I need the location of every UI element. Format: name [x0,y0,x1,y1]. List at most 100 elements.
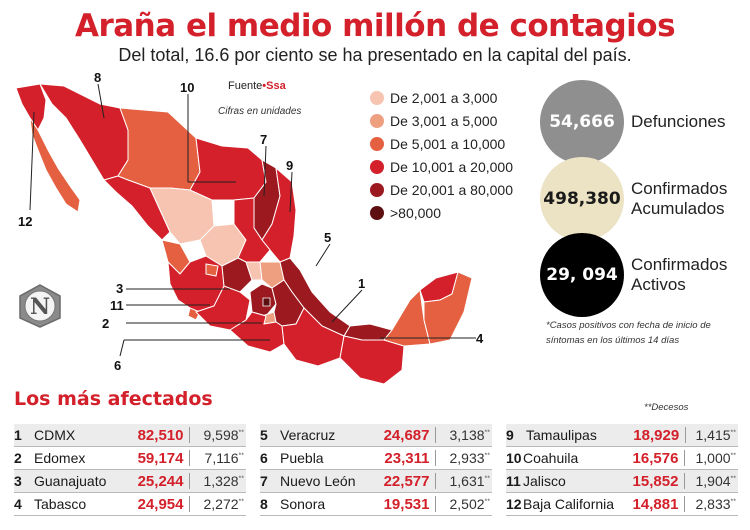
state-cell: CDMX [34,427,76,443]
stat-label-activos: Confirmados Activos [631,255,728,294]
source-dot: • [262,80,267,92]
deaths-mark: ** [730,452,736,460]
map-label-5: 5 [324,230,331,245]
active-cases-note: *Casos positivos con fecha de inicio de … [546,320,711,346]
map-state-quintana-roo [423,271,473,345]
state-cell: Nuevo León [280,473,356,489]
map-label-8: 8 [94,70,101,85]
map-label-1: 1 [358,276,365,291]
confirmed-cell: 24,687 [383,426,430,444]
deaths-value: 2,272 [203,496,239,512]
confirmed-cell: 22,577 [383,472,430,490]
stat-label-defunciones: Defunciones [631,112,726,131]
state-cell: Veracruz [280,427,336,443]
ranking-column-2: 5 Veracruz 24,687 3,138** 6 Puebla 23,311 2,933… [260,424,492,516]
map-state-chiapas [339,335,405,385]
map-state-coahuila [189,137,267,201]
state-cell: Puebla [280,450,324,466]
table-row: 11 Jalisco 15,852 1,904** [506,470,738,493]
legend-item: De 10,001 a 20,000 [370,155,513,178]
stat-circle-defunciones: 54,666 [540,80,624,164]
table-row: 4 Tabasco 24,954 2,272** [14,493,246,516]
table-row: 6 Puebla 23,311 2,933** [260,447,492,470]
confirmed-cell: 25,244 [137,472,184,490]
source-line: Fuente•Ssa [228,80,286,92]
deaths-cell: 1,415** [685,427,738,443]
state-cell: Jalisco [523,473,566,489]
deaths-legend-note: **Decesos [644,402,689,413]
legend-item: >80,000 [370,201,513,224]
map-label-9: 9 [286,158,293,173]
page-title: Araña el medio millón de contagios [74,8,676,44]
legend-label: De 5,001 a 10,000 [390,135,506,152]
legend-label: De 3,001 a 5,000 [390,112,498,129]
deaths-cell: 1,000** [684,450,738,466]
page-subtitle: Del total, 16.6 por ciento se ha present… [118,45,632,65]
confirmed-cell: 14,881 [632,495,679,513]
deaths-mark: ** [730,498,736,506]
legend-swatch [370,205,384,220]
rank-cell: 10 [506,450,522,466]
deaths-cell: 2,933** [435,450,492,466]
map-state-michoacan [195,285,251,331]
legend-item: De 20,001 a 80,000 [370,178,513,201]
deaths-value: 1,904 [695,473,731,489]
deaths-value: 9,598 [203,427,239,443]
map-state-cdmx [262,297,271,307]
legend-swatch [370,90,384,105]
deaths-cell: 2,833** [684,496,738,512]
rank-cell: 5 [260,427,268,443]
rank-cell: 6 [260,450,268,466]
table-row: 5 Veracruz 24,687 3,138** [260,424,492,447]
stat-defunciones: 54,666 Defunciones [540,80,726,164]
confirmed-cell: 23,311 [384,449,430,467]
map-label-11: 11 [110,298,124,313]
map-state-guerrero [229,311,285,353]
state-cell: Tamaulipas [526,427,597,443]
deaths-cell: 7,116** [189,450,246,466]
rank-cell: 3 [14,473,22,489]
map-state-colima [187,307,201,321]
legend-item: De 2,001 a 3,000 [370,86,513,109]
deaths-mark: ** [238,452,244,460]
deaths-value: 2,933 [449,450,485,466]
deaths-mark: ** [484,498,490,506]
state-cell: Tabasco [34,496,87,512]
map-state-baja-california [15,83,47,131]
deaths-value: 2,833 [695,496,731,512]
rank-cell: 2 [14,450,22,466]
confirmed-cell: 15,852 [632,472,679,490]
map-label-6: 6 [114,358,121,373]
map-label-2: 2 [102,316,109,331]
state-cell: Guanajuato [34,473,107,489]
confirmed-cell: 18,929 [633,426,680,444]
deaths-cell: 3,138** [435,427,492,443]
map-state-aguascalientes [205,263,219,277]
deaths-mark: ** [238,498,244,506]
publisher-logo: N [19,284,61,328]
deaths-cell: 9,598** [189,427,246,443]
rank-cell: 8 [260,496,268,512]
map-legend: De 2,001 a 3,000 De 3,001 a 5,000 De 5,001… [370,86,513,224]
table-title: Los más afectados [14,388,213,410]
legend-swatch [370,113,384,128]
stat-activos: 29, 094 Confirmados Activos [540,233,741,317]
rank-cell: 12 [506,496,522,512]
confirmed-cell: 82,510 [137,426,184,444]
deaths-cell: 1,328** [189,473,246,489]
rank-cell: 1 [14,427,22,443]
legend-swatch [370,159,384,174]
rank-cell: 11 [506,473,521,489]
legend-label: De 20,001 a 80,000 [390,181,513,198]
table-row: 7 Nuevo León 22,577 1,631** [260,470,492,493]
state-cell: Coahuila [523,450,579,466]
map-state-baja-california-sur [29,117,81,213]
deaths-cell: 1,631** [435,473,492,489]
rank-cell: 9 [506,427,514,443]
deaths-mark: ** [238,429,244,437]
map-label-7: 7 [260,132,267,147]
deaths-mark: ** [484,452,490,460]
confirmed-cell: 59,174 [137,449,184,467]
deaths-value: 2,502 [449,496,485,512]
units-note: Cifras en unidades [218,106,302,117]
